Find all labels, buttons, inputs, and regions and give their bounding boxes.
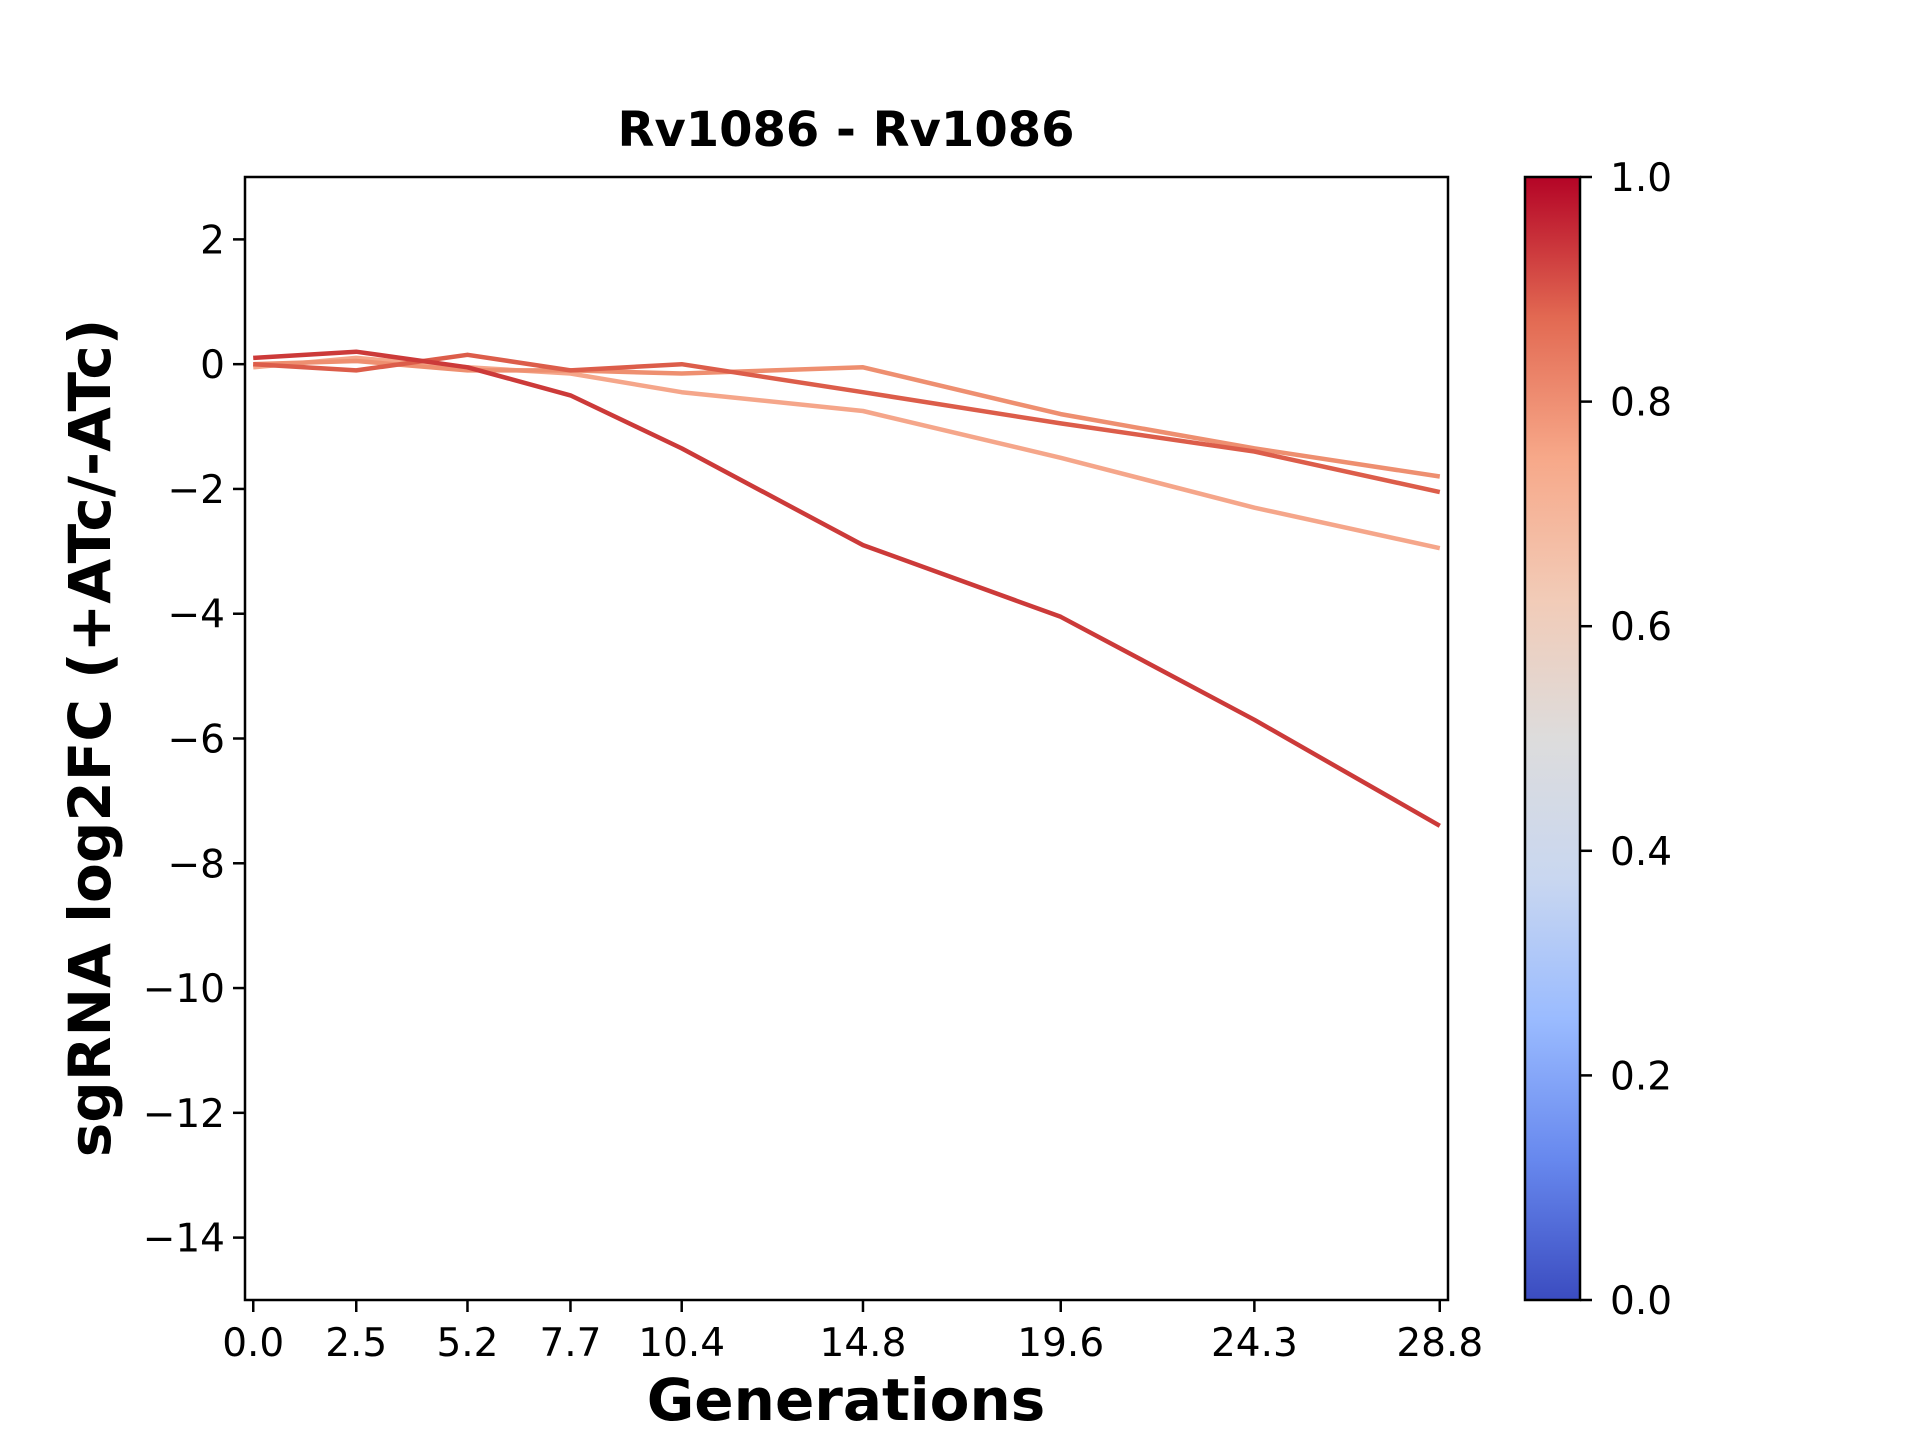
y-tick-label: −8 xyxy=(168,842,226,887)
colorbar-axis: 0.0 0.2 0.4 0.6 0.8 1.0 xyxy=(1580,156,1672,1324)
series-line-2 xyxy=(253,358,1441,479)
colorbar-tick-label: 0.6 xyxy=(1610,605,1672,650)
y-tick-label: −12 xyxy=(143,1092,225,1137)
colorbar xyxy=(1523,175,1582,1302)
y-tick-label: −14 xyxy=(143,1217,225,1262)
x-axis-label: Generations xyxy=(647,1366,1046,1434)
y-tick-label: −10 xyxy=(143,967,225,1012)
x-axis: 0.0 2.5 5.2 7.7 10.4 14.8 19.6 24.3 28.8 xyxy=(222,1300,1483,1366)
series-layer xyxy=(252,349,1441,828)
colorbar-tick-label: 0.8 xyxy=(1610,381,1672,426)
y-tick-label: 2 xyxy=(200,218,225,263)
colorbar-tick-label: 0.4 xyxy=(1610,830,1672,875)
colorbar-tick-label: 0.2 xyxy=(1610,1054,1672,1099)
x-tick-label: 28.8 xyxy=(1396,1321,1483,1366)
x-tick-label: 7.7 xyxy=(539,1321,601,1366)
series-line-3 xyxy=(253,352,1441,495)
x-tick-label: 5.2 xyxy=(436,1321,498,1366)
x-tick-label: 10.4 xyxy=(638,1321,725,1366)
colorbar-tick-label: 0.0 xyxy=(1610,1279,1672,1324)
x-tick-label: 14.8 xyxy=(820,1321,907,1366)
plot-frame xyxy=(243,175,1450,1302)
series-line-1 xyxy=(252,355,1441,551)
y-tick-label: −4 xyxy=(168,593,226,638)
series-line-4 xyxy=(253,349,1441,828)
y-axis: 2 0 −2 −4 −6 −8 −10 −12 −14 xyxy=(143,218,245,1262)
y-tick-label: −2 xyxy=(168,468,226,513)
x-tick-label: 19.6 xyxy=(1017,1321,1104,1366)
y-tick-label: −6 xyxy=(168,718,226,763)
y-tick-label: 0 xyxy=(200,343,225,388)
chart-title: Rv1086 - Rv1086 xyxy=(617,102,1074,158)
y-axis-label: sgRNA log2FC (+ATc/-ATc) xyxy=(56,319,124,1157)
colorbar-tick-label: 1.0 xyxy=(1610,156,1672,201)
x-tick-label: 24.3 xyxy=(1211,1321,1298,1366)
x-tick-label: 0.0 xyxy=(222,1321,284,1366)
x-tick-label: 2.5 xyxy=(325,1321,387,1366)
